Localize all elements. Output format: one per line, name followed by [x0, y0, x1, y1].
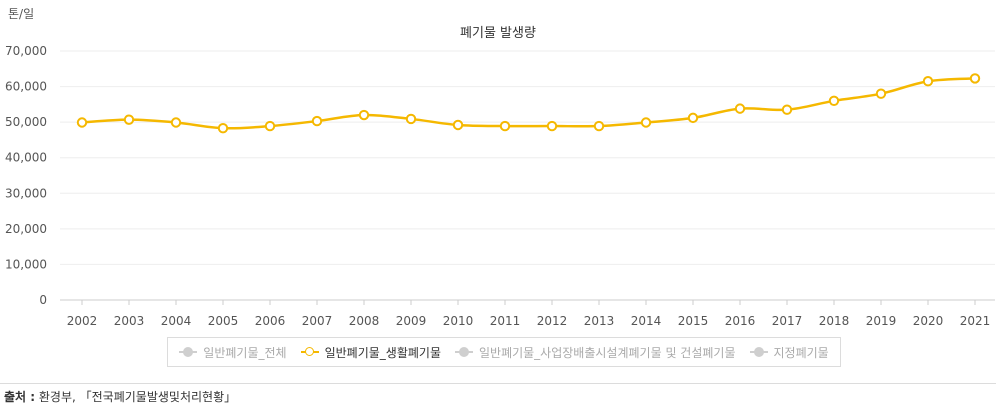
legend-marker-icon — [179, 347, 198, 357]
x-tick-label: 2005 — [208, 314, 239, 328]
x-tick-label: 2009 — [396, 314, 427, 328]
legend-label: 일반폐기물_생활폐기물 — [324, 345, 441, 360]
legend-marker-icon — [749, 347, 768, 357]
legend-item-designated[interactable]: 지정폐기물 — [749, 344, 829, 361]
x-tick-label: 2020 — [913, 314, 944, 328]
data-point — [76, 117, 88, 128]
data-point — [734, 103, 746, 114]
data-point — [311, 115, 323, 127]
source-label: 출처 : — [4, 390, 36, 404]
source-text: 환경부, 「전국폐기물발생및처리현황」 — [35, 390, 237, 404]
legend-item-business-construction[interactable]: 일반폐기물_사업장배출시설계폐기물 및 건설폐기물 — [454, 344, 736, 361]
divider — [0, 383, 996, 384]
data-point — [687, 112, 699, 124]
line-chart: 0 10,000 20,000 30,000 40,000 50,000 60,000 70,… — [5, 44, 995, 328]
data-point — [499, 120, 511, 132]
data-point — [405, 113, 417, 125]
x-tick-label: 2011 — [490, 314, 521, 328]
x-tick-label: 2019 — [866, 314, 897, 328]
legend-item-general-total[interactable]: 일반폐기물_전체 — [179, 344, 287, 361]
x-tick-label: 2010 — [443, 314, 474, 328]
legend-item-household[interactable]: 일반폐기물_생활폐기물 — [300, 344, 441, 361]
y-tick-label: 50,000 — [5, 115, 47, 129]
series-line — [81, 77, 976, 130]
data-point — [969, 73, 981, 84]
x-tick-label: 2016 — [725, 314, 756, 328]
x-tick-label: 2014 — [631, 314, 662, 328]
chart-title: 폐기물 발생량 — [460, 26, 536, 41]
data-point — [781, 104, 793, 115]
data-point — [170, 117, 182, 128]
legend-label: 일반폐기물_사업장배출시설계폐기물 및 건설폐기물 — [478, 345, 736, 360]
x-tick-label: 2003 — [114, 314, 145, 328]
data-point — [264, 120, 276, 132]
legend-marker-icon — [300, 347, 319, 357]
data-point — [922, 76, 934, 87]
x-tick-label: 2018 — [819, 314, 850, 328]
data-point — [123, 114, 135, 125]
y-tick-label: 40,000 — [5, 151, 47, 165]
x-tick-label: 2017 — [772, 314, 803, 328]
x-tick-label: 2008 — [349, 314, 380, 328]
legend-label: 일반폐기물_전체 — [203, 345, 287, 360]
data-point — [546, 120, 558, 132]
data-point — [217, 122, 229, 134]
x-tick-label: 2015 — [678, 314, 709, 328]
x-tick-label: 2006 — [255, 314, 286, 328]
chart-legend: 일반폐기물_전체 일반폐기물_생활폐기물 일반폐기물_사업장배출시설계폐기물 및… — [167, 337, 841, 367]
x-tick-label: 2013 — [584, 314, 615, 328]
y-tick-label: 10,000 — [5, 257, 47, 271]
source-note: 출처 : 환경부, 「전국폐기물발생및처리현황」 — [4, 388, 236, 405]
y-tick-label: 60,000 — [5, 80, 47, 94]
x-tick-label: 2007 — [302, 314, 333, 328]
data-point — [358, 109, 370, 121]
y-tick-label: 20,000 — [5, 222, 47, 236]
x-tick-label: 2004 — [161, 314, 192, 328]
y-tick-label: 0 — [39, 293, 47, 307]
data-point — [640, 117, 652, 128]
x-tick-label: 2012 — [537, 314, 568, 328]
y-axis-unit: 톤/일 — [8, 7, 35, 21]
y-tick-label: 70,000 — [5, 44, 47, 58]
data-point — [875, 88, 887, 99]
data-point — [828, 95, 840, 107]
data-point — [593, 120, 605, 132]
legend-marker-icon — [454, 347, 473, 357]
x-tick-label: 2021 — [960, 314, 991, 328]
data-point — [452, 119, 464, 131]
y-tick-label: 30,000 — [5, 186, 47, 200]
legend-label: 지정폐기물 — [773, 345, 829, 360]
x-tick-label: 2002 — [67, 314, 98, 328]
